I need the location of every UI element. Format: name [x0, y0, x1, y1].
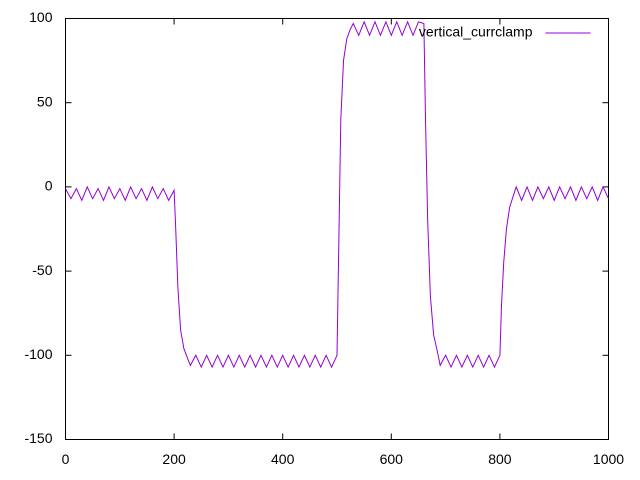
plot-frame — [65, 18, 609, 440]
x-tick-label: 400 — [271, 451, 295, 467]
x-tick-label: 1000 — [593, 451, 624, 467]
y-tick-label: 50 — [37, 93, 53, 109]
y-tick-label: -100 — [24, 346, 52, 362]
x-tick-label: 600 — [380, 451, 404, 467]
x-tick-label: 800 — [488, 451, 512, 467]
y-tick-label: 100 — [29, 9, 53, 25]
data-line — [65, 20, 609, 369]
x-tick-label: 0 — [62, 451, 70, 467]
y-tick-label: -150 — [24, 430, 52, 446]
y-tick-label: 0 — [45, 178, 53, 194]
x-tick-label: 200 — [162, 451, 186, 467]
y-tick-label: -50 — [32, 262, 52, 278]
legend-label: vertical_currclamp — [419, 24, 533, 40]
